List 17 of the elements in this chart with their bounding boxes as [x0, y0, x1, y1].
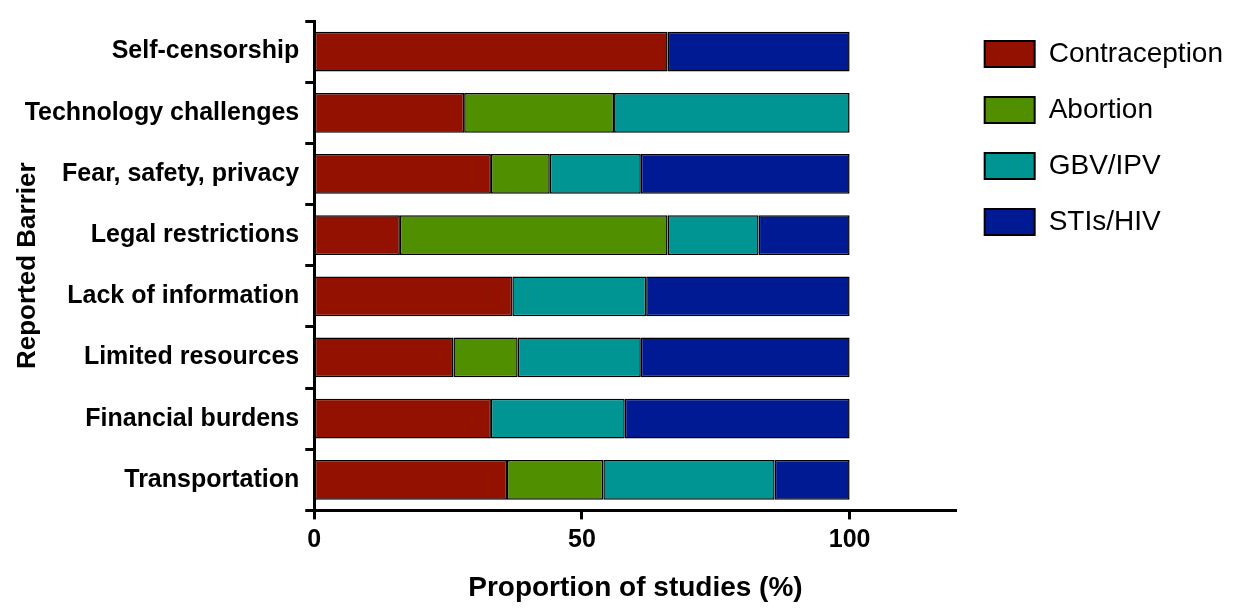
- y-tick-label: Lack of information: [67, 280, 300, 309]
- x-axis-title: Proportion of studies (%): [468, 570, 803, 602]
- legend-label: Contraception: [1048, 36, 1224, 68]
- y-axis-title: Reported Barrier: [10, 162, 41, 370]
- y-tick-label: Transportation: [124, 463, 300, 492]
- y-tick-label: Technology challenges: [24, 96, 300, 125]
- legend-label: GBV/IPV: [1048, 148, 1162, 180]
- y-tick-label: Legal restrictions: [90, 219, 300, 247]
- x-tick-label: 100: [828, 524, 871, 553]
- y-tick-label: Self-censorship: [111, 35, 300, 64]
- y-tick-label: Financial burdens: [85, 402, 300, 431]
- y-tick-label: Limited resources: [83, 341, 300, 370]
- x-tick-label: 0: [307, 524, 322, 553]
- y-tick-label: Fear, safety, privacy: [62, 157, 300, 186]
- legend-label: STIs/HIV: [1048, 204, 1162, 236]
- x-tick-label: 50: [568, 524, 596, 553]
- legend-label: Abortion: [1048, 92, 1153, 124]
